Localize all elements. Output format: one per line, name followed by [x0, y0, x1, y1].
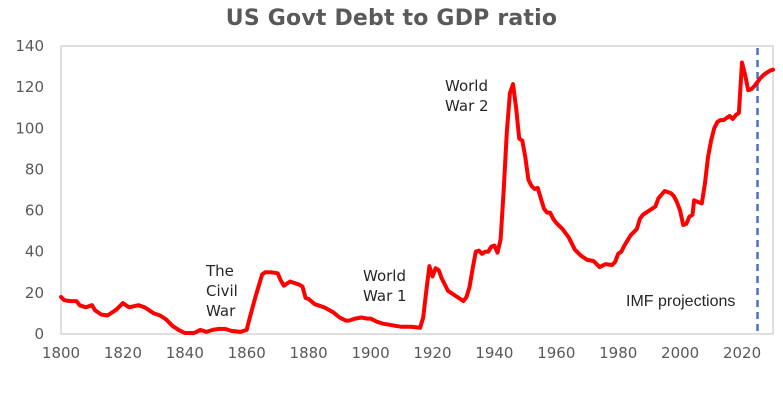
annotation-ww1-line-1: World [363, 267, 406, 285]
y-tick-label: 100 [15, 119, 44, 137]
annotation-civil-war: The Civil War [205, 262, 238, 320]
annotation-ww1-line-2: War 1 [363, 287, 407, 305]
x-tick-label: 1960 [537, 344, 575, 362]
x-tick-label: 1800 [42, 344, 80, 362]
x-tick-label: 2000 [661, 344, 699, 362]
y-tick-label: 140 [15, 37, 44, 55]
y-tick-label: 60 [25, 202, 44, 220]
annotation-world-war-1: World War 1 [363, 267, 407, 305]
annotation-world-war-2: World War 2 [445, 77, 489, 115]
annotation-civil-war-line-1: The [205, 262, 234, 280]
y-tick-label: 120 [15, 78, 44, 96]
annotation-civil-war-line-2: Civil [206, 282, 238, 300]
annotation-imf-projections: IMF projections [626, 293, 735, 310]
y-tick-label: 20 [25, 284, 44, 302]
x-tick-label: 1900 [351, 344, 389, 362]
x-tick-label: 1860 [228, 344, 266, 362]
y-tick-label: 80 [25, 160, 44, 178]
x-tick-label: 1980 [599, 344, 637, 362]
x-axis: 1800 1820 1840 1860 1880 1900 1920 1940 1960 1980… [42, 344, 761, 362]
plot-area [60, 45, 774, 335]
annotation-ww2-line-1: World [445, 77, 488, 95]
x-tick-label: 1920 [413, 344, 451, 362]
debt-to-gdp-line [59, 60, 775, 335]
y-tick-label: 0 [34, 325, 44, 343]
annotation-civil-war-line-3: War [206, 302, 236, 320]
y-tick-label: 40 [25, 243, 44, 261]
x-tick-label: 1840 [166, 344, 204, 362]
annotation-ww2-line-2: War 2 [445, 97, 489, 115]
x-tick-label: 1940 [475, 344, 513, 362]
x-tick-label: 1820 [104, 344, 142, 362]
y-axis: 0 20 40 60 80 100 120 140 [15, 37, 44, 343]
chart-title: US Govt Debt to GDP ratio [225, 6, 558, 31]
x-tick-label: 2020 [723, 344, 761, 362]
x-tick-label: 1880 [290, 344, 328, 362]
